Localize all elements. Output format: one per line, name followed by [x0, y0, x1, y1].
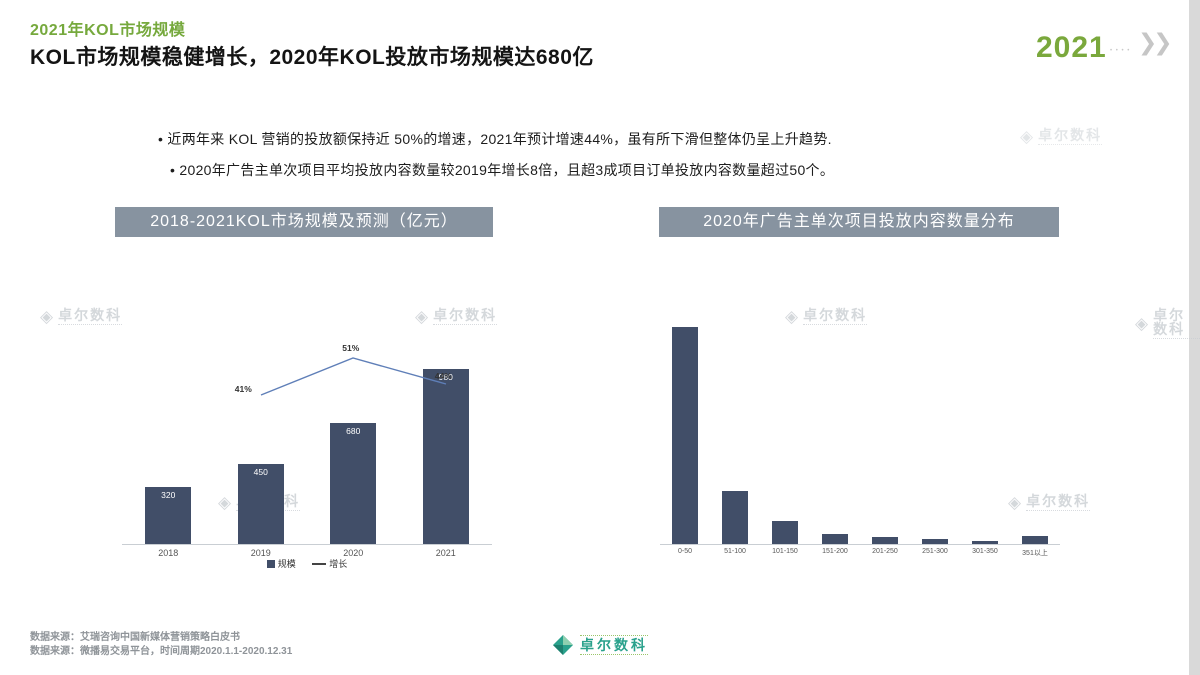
- legend-label: 规模: [277, 559, 296, 569]
- x-axis-label: 2018: [158, 548, 179, 558]
- x-axis-label: 201-250: [872, 548, 898, 555]
- growth-rate-label: 51%: [342, 343, 360, 353]
- legend-line-swatch: [312, 562, 327, 565]
- year-badge: 2021: [1036, 31, 1107, 64]
- bar-251-300: [922, 539, 948, 544]
- x-axis-label: 101-150: [772, 548, 798, 555]
- legend-item-line: 增长: [312, 557, 347, 570]
- bar-301-350: [972, 541, 998, 544]
- legend-item-bar: 规模: [266, 557, 296, 570]
- x-axis-label: 151-200: [822, 548, 848, 555]
- legend-bar-swatch: [266, 559, 275, 568]
- bar-151-200: [822, 534, 848, 544]
- watermark: ◈ 卓尔数科: [785, 307, 868, 326]
- bar-value-label: 450: [253, 467, 268, 477]
- x-axis-label: 2020: [343, 548, 364, 558]
- x-axis-label: 0-50: [677, 548, 692, 555]
- watermark-diamond-icon: ◈: [785, 307, 799, 326]
- nav-dots-icon: • • • •: [1110, 48, 1131, 54]
- chart-legend: 规模 增长: [122, 557, 492, 570]
- page-title: KOL市场规模稳健增长，2020年KOL投放市场规模达680亿: [30, 46, 594, 69]
- x-axis-label: 2021: [435, 548, 456, 558]
- brand-name: 卓尔数科: [580, 637, 648, 653]
- bar-2018: 320: [145, 487, 192, 544]
- bar-value-label: 680: [346, 426, 361, 436]
- watermark-diamond-icon: ◈: [218, 493, 232, 512]
- section-title: 2021年KOL市场规模: [30, 22, 186, 39]
- growth-rate-label: 44%: [434, 370, 452, 381]
- bar-51-100: [722, 491, 748, 544]
- bar-351以上: [1022, 536, 1048, 544]
- data-sources: 数据来源：艾瑞咨询中国新媒体营销策略白皮书 数据来源：微播易交易平台，时间周期2…: [30, 631, 292, 659]
- watermark: ◈ 卓尔数科: [1135, 308, 1200, 339]
- x-axis-label: 2019: [250, 548, 271, 558]
- bar-value-label: 320: [161, 490, 176, 500]
- watermark: ◈ 卓尔数科: [40, 307, 123, 326]
- scrollbar[interactable]: [1189, 0, 1200, 675]
- x-axis-label: 51-100: [724, 548, 746, 555]
- market-size-chart: 320 2018 450 2019 680 2020 980 2021 41% 51% 44%: [122, 300, 492, 558]
- bar-2019: 450: [237, 464, 284, 544]
- bullet-point: 2020年广告主单次项目平均投放内容数量较2019年增长8倍，且超3成项目订单投…: [170, 160, 1038, 180]
- watermark: ◈ 卓尔数科: [415, 307, 498, 326]
- bar-201-250: [872, 537, 898, 544]
- watermark-diamond-icon: ◈: [1135, 314, 1149, 333]
- x-axis-label: 301-350: [972, 548, 998, 555]
- x-axis-label: 351以上: [1022, 550, 1048, 557]
- watermark-diamond-icon: ◈: [40, 307, 54, 326]
- data-source-line: 数据来源：微播易交易平台，时间周期2020.1.1-2020.12.31: [30, 646, 293, 657]
- growth-rate-label: 41%: [234, 384, 252, 394]
- x-axis-label: 251-300: [922, 548, 948, 555]
- watermark-diamond-icon: ◈: [1008, 493, 1022, 512]
- brand-logo: 卓尔数科: [552, 634, 648, 656]
- bar-2020: 680: [330, 423, 377, 544]
- content-distribution-chart: 0-50 51-100 101-150 151-200 201-250 251-300 30…: [660, 300, 1060, 557]
- watermark: ◈ 卓尔数科: [1008, 493, 1091, 512]
- data-source-line: 数据来源：艾瑞咨询中国新媒体营销策略白皮书: [30, 632, 240, 643]
- bar-101-150: [772, 521, 798, 544]
- right-chart-header: 2020年广告主单次项目投放内容数量分布: [659, 207, 1059, 237]
- key-points: 近两年来 KOL 营销的投放额保持近 50%的增速，2021年预计增速44%，虽…: [158, 129, 1038, 191]
- logo-diamond-icon: [553, 635, 573, 655]
- bar-2021: 980: [422, 369, 469, 544]
- legend-label: 增长: [329, 559, 348, 569]
- left-chart-header: 2018-2021KOL市场规模及预测（亿元）: [115, 207, 493, 237]
- watermark-diamond-icon: ◈: [415, 307, 429, 326]
- bar-0-50: [672, 327, 698, 544]
- chevron-right-icon[interactable]: ❯❯: [1138, 29, 1172, 55]
- bullet-point: 近两年来 KOL 营销的投放额保持近 50%的增速，2021年预计增速44%，虽…: [158, 129, 1038, 149]
